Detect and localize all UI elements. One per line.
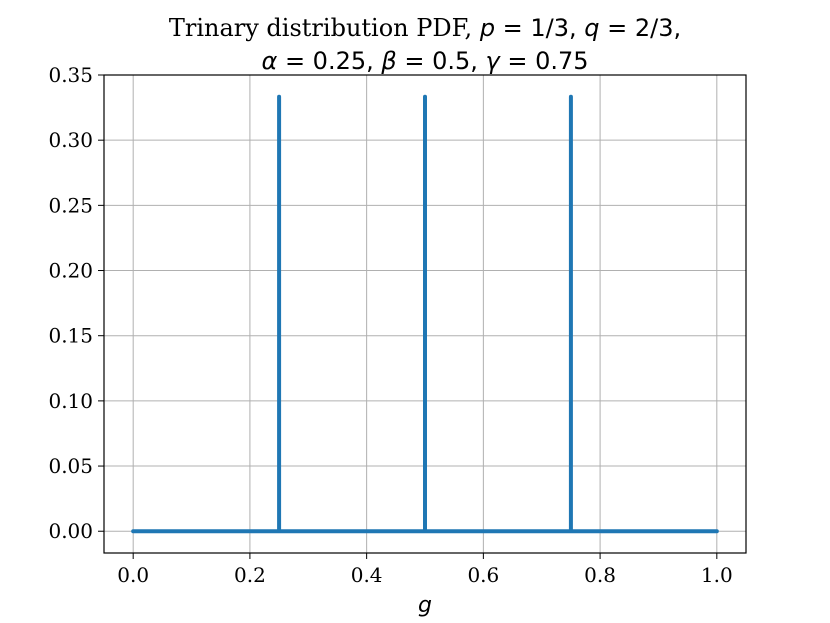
pdf-series-line [131,94,719,534]
title-q-symbol: q [584,14,599,42]
y-tick-label: 0.05 [48,454,93,478]
y-tick-label: 0.00 [48,519,93,543]
x-tick-label: 1.0 [701,563,733,587]
x-tick-label: 0.2 [234,563,266,587]
x-tick-label: 0.8 [584,563,616,587]
title-alpha-value: = 0.25, [277,47,381,75]
x-tick-label: 0.0 [117,563,149,587]
title-p-value: = 1/3, [495,14,584,42]
x-axis-ticks: 0.0 0.2 0.4 0.6 0.8 1.0 [117,553,733,587]
title-alpha-symbol: α [261,47,277,75]
title-beta-value: = 0.5, [397,47,486,75]
series-layer [131,94,719,534]
y-tick-label: 0.35 [48,63,93,87]
y-axis-ticks: 0.00 0.05 0.10 0.15 0.20 0.25 0.30 0.35 [48,63,104,543]
chart-title-line-2: α = 0.25, β = 0.5, γ = 0.75 [261,47,588,75]
y-tick-label: 0.25 [48,193,93,217]
x-tick-label: 0.4 [351,563,383,587]
title-prefix: Trinary distribution PDF, [169,14,480,42]
y-tick-label: 0.15 [48,324,93,348]
plot-frame [103,74,747,554]
y-tick-label: 0.10 [48,389,93,413]
y-tick-label: 0.30 [48,128,93,152]
title-q-value: = 2/3, [600,14,682,42]
title-beta-symbol: β [380,47,396,75]
x-axis-label: g [418,593,432,618]
y-tick-label: 0.20 [48,259,93,283]
chart-title-line-1: Trinary distribution PDF, p = 1/3, q = 2… [169,14,681,42]
title-p-symbol: p [479,14,495,42]
title-gamma-value: = 0.75 [500,47,589,75]
title-gamma-symbol: γ [486,47,502,75]
x-tick-label: 0.6 [467,563,499,587]
